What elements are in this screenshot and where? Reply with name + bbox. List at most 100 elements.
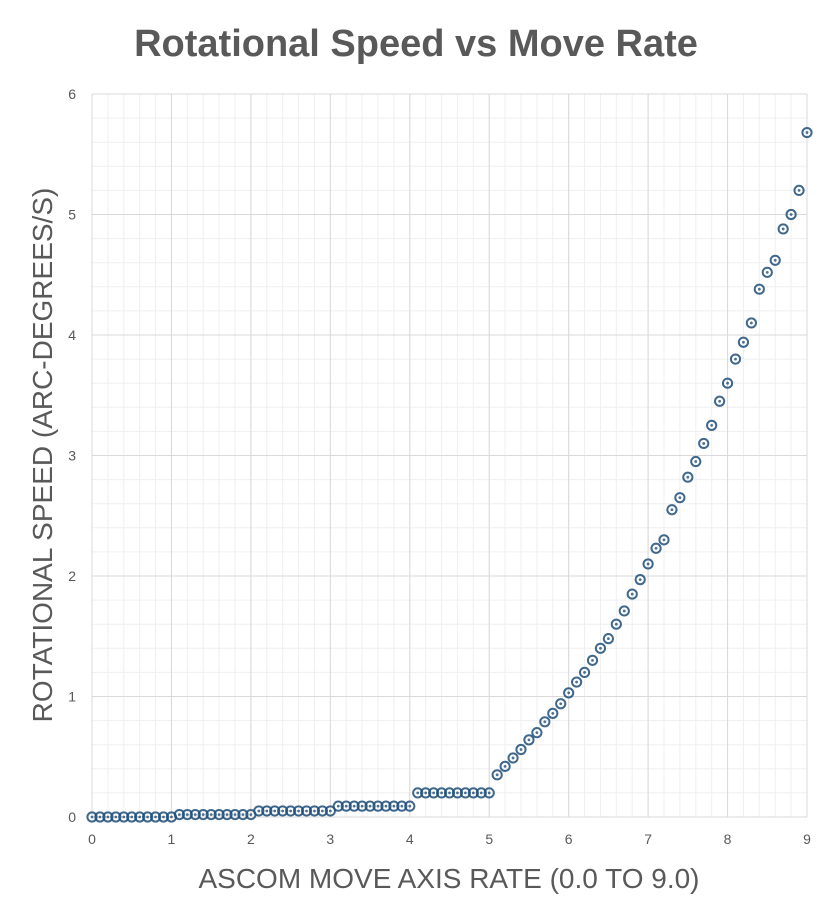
data-point-center [614,622,618,626]
data-point [316,805,328,817]
data-point-center [622,609,626,613]
data-point-center [757,287,761,291]
data-point-center [289,809,293,813]
data-point-center [487,791,491,795]
data-point [626,588,638,600]
data-point-center [773,258,777,262]
data-point [372,800,384,812]
data-point [269,805,281,817]
data-point [285,805,297,817]
y-tick-label: 2 [68,568,76,584]
data-point [729,353,742,365]
y-tick-label: 0 [68,809,76,825]
data-point [300,805,313,817]
data-point-center [209,813,213,816]
data-point [491,769,503,781]
data-point [102,811,114,823]
data-point [682,471,694,483]
data-point [86,811,98,823]
data-point [761,266,773,278]
data-point [578,666,591,679]
data-point-center [789,213,793,216]
data-point-center [567,691,571,695]
data-point-center [495,773,499,777]
y-tick-label: 4 [68,327,76,343]
data-point-center [320,809,324,813]
x-tick-label: 6 [565,831,573,847]
data-point [396,800,408,812]
x-tick-label: 2 [247,831,255,847]
data-point-center [511,756,515,760]
data-point [142,811,154,823]
data-point [181,808,193,821]
data-point-center [177,813,181,816]
data-point [666,504,678,516]
data-point [332,800,344,812]
data-point-center [710,423,714,427]
data-point [205,808,217,821]
data-point-center [90,815,94,819]
data-point [658,534,670,546]
data-point [221,808,233,821]
data-point-center [519,748,523,751]
data-point [356,800,368,812]
data-point-center [797,189,801,192]
data-point-center [678,496,682,500]
y-tick-label: 6 [68,86,76,102]
data-point [769,254,781,266]
data-point [388,800,400,812]
data-point-center [130,815,134,819]
data-point [110,811,122,823]
data-point [213,808,225,821]
data-point [586,654,599,666]
x-tick-label: 4 [406,831,414,847]
data-point-center [273,809,277,813]
data-point [308,805,321,817]
data-point [547,707,559,719]
data-point [523,734,535,746]
data-point-center [313,809,316,813]
data-point [745,317,757,329]
y-tick-label: 5 [68,207,76,223]
data-point-center [352,804,356,808]
data-point-center [146,815,150,819]
data-point [428,787,440,799]
major-gridlines [91,93,808,818]
data-point [277,805,289,817]
data-point [451,787,464,799]
data-point-center [654,546,658,550]
data-point [261,805,273,817]
data-point-center [225,813,229,816]
data-point-center [535,731,539,735]
data-point-center [471,791,475,795]
data-point [459,787,471,799]
data-point-center [408,804,412,808]
data-point-center [185,813,189,816]
data-point [507,752,519,764]
data-point-center [265,809,269,813]
data-point-center [193,813,197,816]
data-point [173,808,185,821]
data-point-center [527,738,531,742]
data-point [435,787,448,799]
y-axis-tick-labels: 0 1 2 3 4 5 6 [68,86,76,825]
data-points [86,126,813,823]
data-point [443,787,456,799]
data-point [475,787,487,799]
data-point [253,805,265,817]
data-point-center [559,702,563,706]
data-point-center [162,815,165,819]
data-point [197,808,209,821]
data-point [610,618,622,630]
data-point-center [217,813,221,816]
data-point-center [98,815,102,819]
data-point-center [400,804,404,808]
data-point [420,787,432,799]
data-point-center [463,791,467,795]
data-point [126,811,138,823]
x-tick-label: 3 [326,831,334,847]
data-point-center [686,475,690,479]
y-axis-title: ROTATIONAL SPEED (ARC-DEGREES/S) [27,188,58,723]
x-axis-tick-labels: 0 1 2 3 4 5 6 7 8 9 [88,831,811,847]
